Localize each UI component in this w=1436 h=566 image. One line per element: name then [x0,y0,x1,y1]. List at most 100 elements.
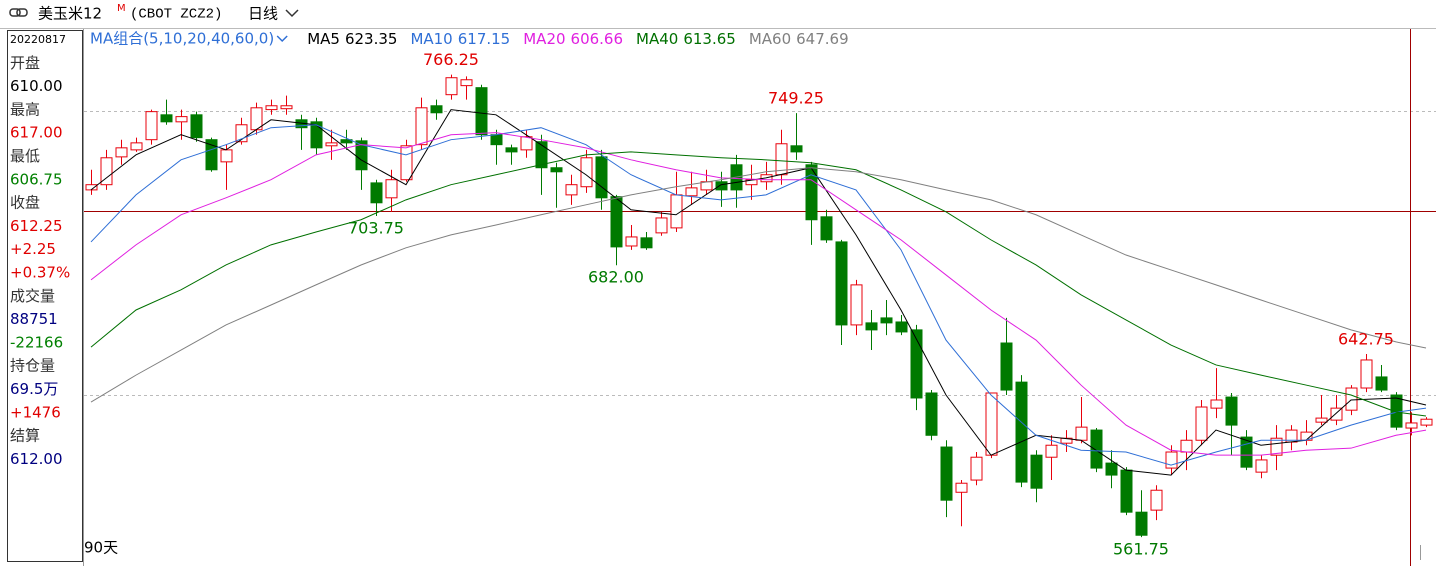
candle-body [940,446,953,501]
candle-body [970,456,983,481]
candle-body [1075,426,1088,441]
candle-body [1045,444,1058,458]
candle-body [1180,439,1193,453]
candle-body [430,105,443,114]
legend-value: 647.69 [796,30,849,48]
candle-body [820,216,833,241]
legend-entry: MA20 606.66 [523,30,623,48]
candle-body [625,236,638,247]
candle-body [1105,462,1118,476]
extreme-label: 682.00 [588,268,644,287]
candle-body [205,139,218,171]
info-row: +1476 [10,403,61,421]
candle-body [1420,418,1433,426]
extreme-label: 766.25 [423,50,479,69]
candle-body [805,164,818,221]
candle-body [955,482,968,493]
candle-body [1090,429,1103,469]
candle-body [835,241,848,326]
toolbar-bg [0,0,1436,28]
candle-body [580,157,593,188]
candle-body [520,136,533,151]
candle-body [190,114,203,139]
candle-body [1405,422,1418,429]
legend-name: MA40 [636,30,678,48]
candle-body [280,105,293,110]
info-rows: 20220817 开盘 610.00 最高 617.00 最低 606.75 收盘 612.25… [10,33,70,468]
candle-body [130,142,143,151]
info-row: -22166 [10,333,63,351]
candle-body [325,142,338,147]
legend-name: MA5 [307,30,340,48]
candle-body [1225,396,1238,426]
info-row: 开盘 [10,54,40,72]
period[interactable]: 日线 [248,5,278,23]
extreme-label: 561.75 [1113,540,1169,559]
ma-line [90,167,1427,403]
legend-entry: MA40 613.65 [636,30,736,48]
candle-body [340,139,353,144]
toolbar: 美玉米12 M (CBOT ZCZ2) 日线 [0,0,1436,29]
candle-body [550,167,563,173]
candle-body [865,322,878,331]
info-row: 最低 [10,147,40,165]
legend-name: MA10 [410,30,452,48]
candle-body [565,184,578,196]
candle-body [265,105,278,111]
link-icon [9,8,21,17]
info-row: 606.75 [10,170,63,188]
candle-body [1255,459,1268,473]
candle-body [1375,376,1388,391]
candle-body [370,182,383,204]
plot: 766.25 749.25 703.75 682.00 642.75 561.75 [85,50,1433,559]
ma-group[interactable]: MA组合(5,10,20,40,60,0) [90,30,274,48]
candle-body [790,145,803,153]
candle-body [100,157,113,186]
days-label: 90天 [84,539,118,557]
legend-value: 613.65 [683,30,736,48]
info-row: 结算 [10,427,40,445]
period-dropdown[interactable] [285,9,299,18]
ma-dropdown[interactable] [276,35,288,43]
candle-body [1195,406,1208,441]
candle-body [1165,451,1178,469]
candle-body [1000,342,1013,391]
candle-body [1315,417,1328,423]
candle-body [985,392,998,456]
legend-value: 606.66 [571,30,624,48]
info-row: 持仓量 [10,357,55,375]
info-row: 成交量 [10,287,55,305]
candle-body [1135,511,1148,536]
candle-body [460,79,473,87]
candle-body [595,156,608,199]
info-row: 612.25 [10,217,63,235]
candle-body [400,145,413,181]
candle-body [535,141,548,169]
info-row: 610.00 [10,77,63,95]
candle-body [1210,399,1223,409]
candle-body [910,329,923,399]
info-row: +0.37% [10,264,70,282]
candle-body [160,114,173,123]
candle-body [175,116,188,123]
candle-body [220,149,233,163]
candle-body [1030,454,1043,489]
legend-entry: MA5 623.35 [307,30,397,48]
candle-body [1120,469,1133,513]
extreme-label: 642.75 [1338,329,1394,348]
candle-body [1150,489,1163,511]
candle-body [1360,359,1373,389]
ma-line [90,151,1427,417]
candle-body [925,392,938,436]
info-row: +2.25 [10,240,56,258]
candle-body [115,147,128,158]
candle-body [1345,387,1358,411]
candle-body [505,147,518,153]
candle-body [895,321,908,333]
legend-name: MA60 [749,30,791,48]
info-row: 88751 [10,310,58,328]
info-row: 20220817 [10,33,66,46]
candle-body [715,181,728,191]
info-row: 收盘 [10,194,40,212]
